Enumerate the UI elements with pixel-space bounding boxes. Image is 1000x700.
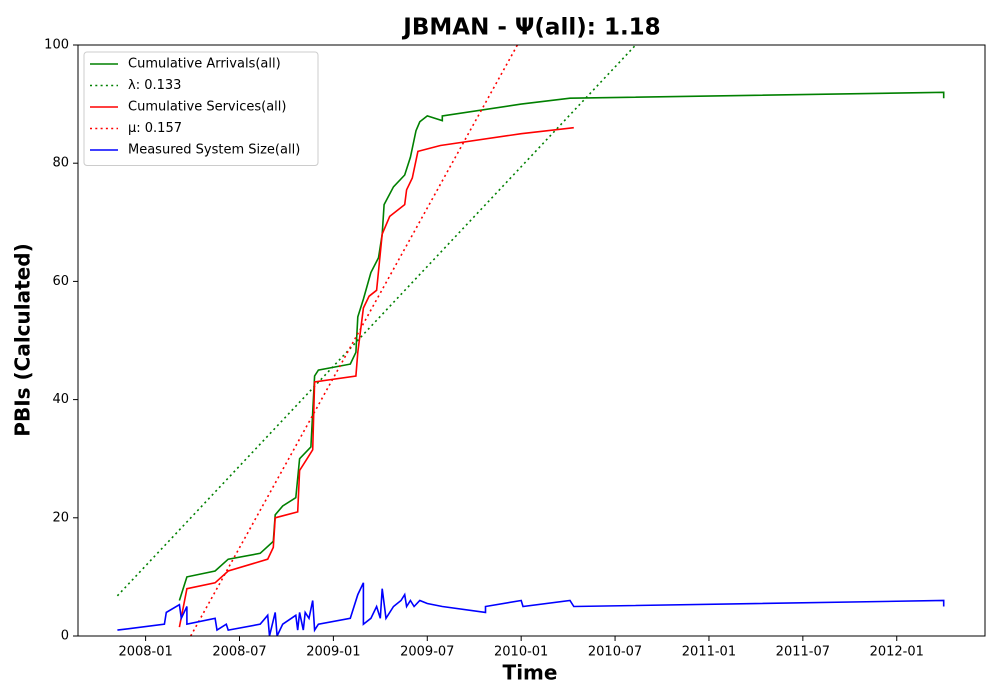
legend-label: Cumulative Arrivals(all) bbox=[128, 57, 281, 72]
series-line bbox=[117, 582, 945, 636]
y-tick-label: 80 bbox=[52, 156, 69, 171]
x-tick-label: 2012-01 bbox=[870, 645, 924, 660]
y-tick-label: 60 bbox=[52, 274, 69, 289]
legend-box bbox=[83, 51, 319, 166]
legend-label: Cumulative Services(all) bbox=[128, 100, 286, 115]
chart-title: JBMAN - Ψ(all): 1.18 bbox=[401, 15, 660, 41]
y-tick-label: 40 bbox=[52, 392, 69, 407]
series-line bbox=[116, 45, 637, 597]
x-tick-label: 2010-07 bbox=[588, 645, 642, 660]
x-tick-label: 2008-07 bbox=[212, 645, 266, 660]
x-tick-label: 2010-01 bbox=[494, 645, 548, 660]
y-tick-label: 0 bbox=[61, 629, 69, 644]
x-tick-label: 2009-01 bbox=[306, 645, 360, 660]
axes-frame bbox=[77, 44, 986, 637]
series-group bbox=[116, 45, 945, 636]
y-tick-label: 100 bbox=[44, 38, 69, 53]
y-tick-label: 20 bbox=[52, 510, 69, 525]
x-axis-label: Time bbox=[503, 661, 558, 685]
legend-label: λ: 0.133 bbox=[128, 78, 181, 93]
legend-label: Measured System Size(all) bbox=[128, 143, 300, 158]
series-line bbox=[189, 45, 519, 636]
series-line bbox=[178, 126, 574, 628]
x-tick-label: 2011-07 bbox=[776, 645, 830, 660]
x-tick-label: 2011-01 bbox=[682, 645, 736, 660]
x-tick-label: 2009-07 bbox=[400, 645, 454, 660]
y-axis-label: PBIs (Calculated) bbox=[11, 243, 35, 436]
legend-label: μ: 0.157 bbox=[128, 121, 182, 136]
x-tick-label: 2008-01 bbox=[118, 645, 172, 660]
legend: Cumulative Arrivals(all) λ: 0.133 Cumulati… bbox=[83, 51, 319, 166]
